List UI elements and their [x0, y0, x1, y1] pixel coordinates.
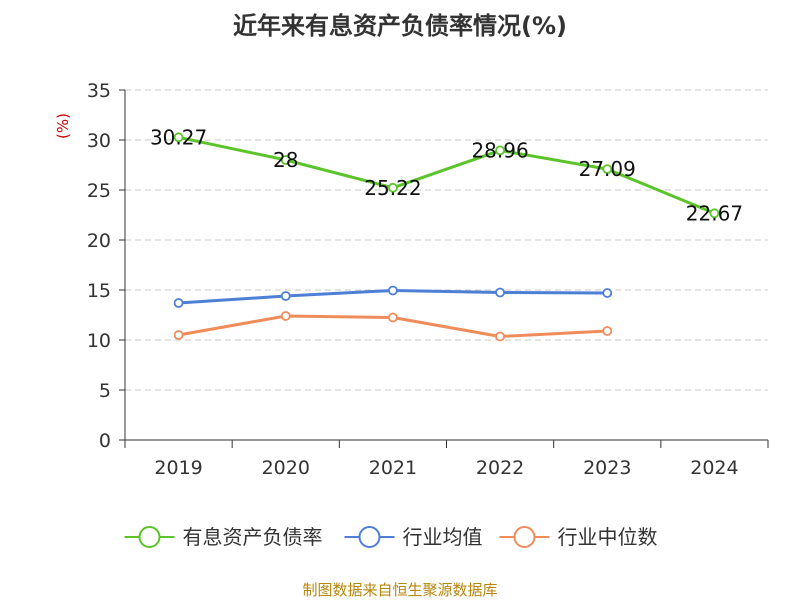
y-tick-label: 35: [87, 80, 111, 102]
data-point: [280, 311, 291, 321]
data-point: [602, 288, 613, 298]
y-tick-label: 5: [99, 380, 111, 402]
y-axis-unit-label: (%): [54, 113, 72, 139]
y-tick-label: 10: [87, 330, 111, 352]
data-label: 22.67: [686, 201, 743, 225]
axes: 0 5 10 15 20 25 30 35 2019 2020 2021 2022 2023 2024 (%…: [54, 80, 769, 479]
data-labels: 30.27 28 25.22 28.96 27.09 22.67: [150, 125, 743, 225]
data-point: [495, 287, 505, 298]
data-point: [602, 164, 613, 175]
series-line: [178, 135, 715, 215]
data-point: [709, 208, 720, 219]
legend-marker: [138, 526, 161, 548]
source-note: 制图数据来自恒生聚源数据库: [302, 581, 498, 599]
x-tick-label: 2022: [476, 457, 524, 479]
data-point: [173, 298, 184, 308]
legend: 有息资产负债率 行业均值 行业中位数: [124, 525, 658, 549]
data-point: [388, 285, 398, 296]
legend-item-label: 行业中位数: [558, 525, 658, 549]
data-label: 25.22: [364, 176, 421, 200]
data-point: [280, 291, 291, 301]
x-tick-label: 2021: [369, 457, 417, 479]
chart-title: 近年来有息资产负债率情况(%): [233, 12, 567, 40]
y-tick-label: 20: [87, 230, 111, 252]
data-label: 27.09: [579, 157, 636, 181]
x-tick-label: 2019: [154, 457, 202, 479]
data-point: [388, 312, 398, 323]
x-tick-label: 2020: [262, 457, 310, 479]
data-label: 30.27: [150, 125, 207, 149]
data-point: [388, 182, 398, 193]
x-tick-label: 2024: [690, 457, 738, 479]
legend-marker: [358, 526, 381, 548]
y-tick-label: 15: [87, 280, 111, 302]
data-point: [495, 331, 505, 342]
data-point: [602, 326, 613, 336]
data-point: [173, 330, 184, 340]
data-label: 28.96: [471, 138, 528, 162]
data-point: [173, 132, 184, 143]
legend-marker: [513, 526, 536, 548]
data-point: [280, 155, 291, 165]
y-tick-label: 0: [99, 430, 111, 452]
y-tick-label: 25: [87, 180, 111, 202]
y-tick-label: 30: [87, 130, 111, 152]
x-tick-label: 2023: [583, 457, 631, 479]
legend-item-label: 行业均值: [403, 525, 483, 549]
data-point: [495, 145, 505, 156]
series-lines: [173, 132, 720, 342]
grid-lines: [125, 89, 768, 391]
data-label: 28: [273, 148, 298, 172]
legend-item-label: 有息资产负债率: [183, 525, 323, 549]
